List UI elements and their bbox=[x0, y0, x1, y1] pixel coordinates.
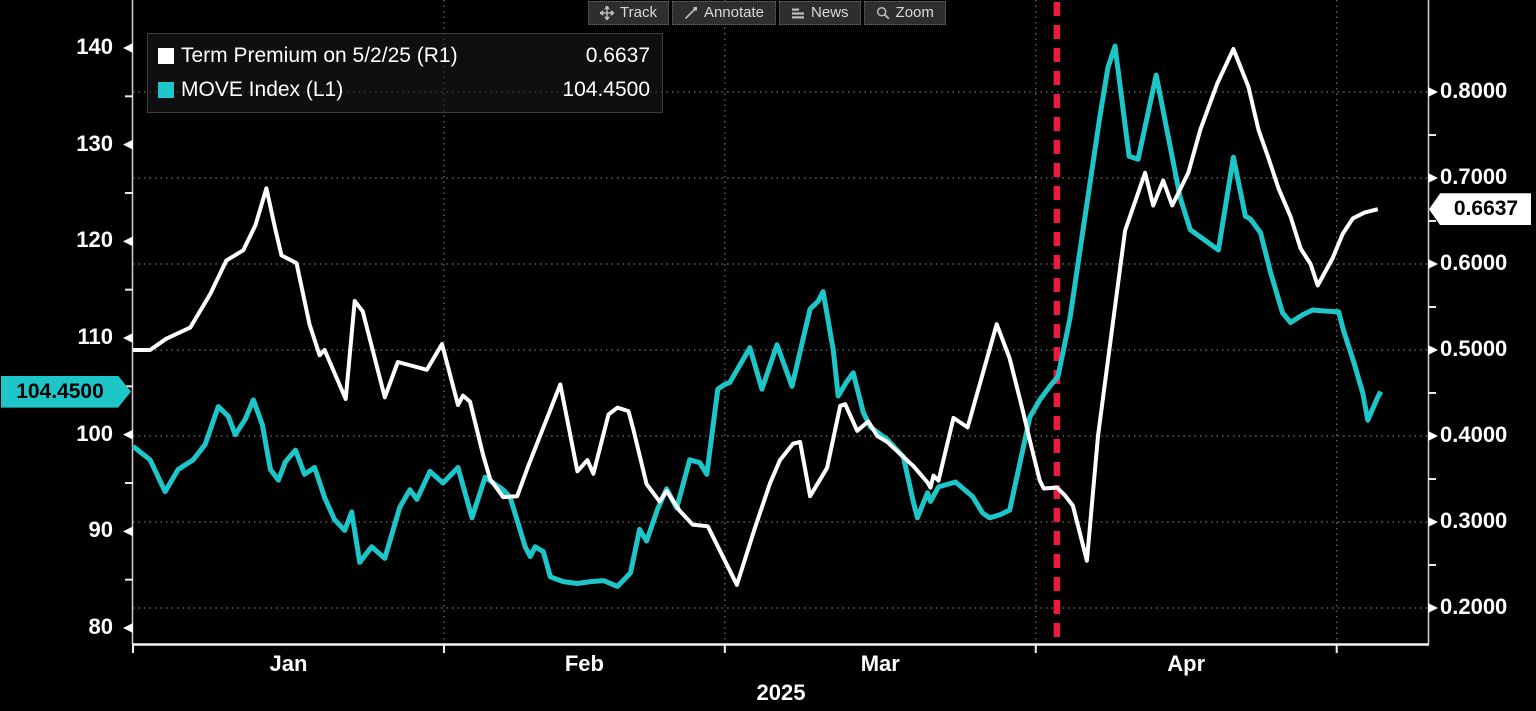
right-axis-tick-label: 0.5000 bbox=[1440, 336, 1508, 361]
move-index-swatch bbox=[158, 82, 174, 98]
right-axis-tick-label: 0.4000 bbox=[1440, 422, 1508, 447]
zoom-button-label: Zoom bbox=[895, 4, 934, 21]
left-axis-tick-label: 90 bbox=[88, 517, 113, 543]
chart-legend: Term Premium on 5/2/25 (R1) 0.6637 MOVE … bbox=[147, 33, 663, 113]
track-button[interactable]: Track bbox=[588, 1, 669, 25]
legend-item-move-index[interactable]: MOVE Index (L1) 104.4500 bbox=[158, 78, 650, 102]
right-axis-major-tick bbox=[1428, 431, 1438, 441]
move-index-value: 104.4500 bbox=[562, 78, 650, 101]
news-icon bbox=[791, 7, 805, 20]
x-axis-month-label: Apr bbox=[1167, 651, 1206, 676]
zoom-button[interactable]: Zoom bbox=[863, 1, 946, 25]
move-index-label: MOVE Index (L1) bbox=[181, 78, 344, 101]
legend-item-term-premium[interactable]: Term Premium on 5/2/25 (R1) 0.6637 bbox=[158, 44, 650, 68]
move-index-line bbox=[131, 43, 1384, 589]
right-axis-major-tick bbox=[1428, 259, 1438, 269]
left-axis-major-tick bbox=[123, 526, 133, 537]
right-axis-major-tick bbox=[1428, 517, 1438, 527]
left-axis-major-tick bbox=[123, 623, 133, 633]
x-axis-year-label: 2025 bbox=[756, 680, 806, 705]
left-axis-tick-label: 100 bbox=[76, 420, 113, 446]
left-axis-tick-label: 110 bbox=[77, 324, 114, 349]
right-axis-major-tick bbox=[1428, 173, 1438, 183]
move-last-value-badge: 104.4500 bbox=[1, 375, 131, 408]
zoom-icon bbox=[876, 6, 890, 20]
left-axis-major-tick bbox=[123, 43, 133, 53]
left-axis-tick-label: 120 bbox=[76, 227, 113, 253]
left-axis-tick-label: 140 bbox=[76, 34, 113, 59]
left-axis-major-tick bbox=[123, 333, 133, 343]
news-button-label: News bbox=[811, 4, 849, 21]
x-axis-month-label: Feb bbox=[564, 651, 604, 676]
news-button[interactable]: News bbox=[779, 1, 861, 25]
x-axis-month-label: Jan bbox=[269, 651, 308, 676]
term-premium-value: 0.6637 bbox=[585, 44, 650, 67]
right-axis-tick-label: 0.7000 bbox=[1440, 164, 1508, 189]
term-premium-last-value-badge: 0.6637 bbox=[1429, 193, 1531, 226]
annotate-button-label: Annotate bbox=[703, 4, 765, 21]
left-axis-major-tick bbox=[123, 429, 133, 440]
term-premium-label: Term Premium on 5/2/25 (R1) bbox=[181, 44, 458, 67]
right-axis-major-tick bbox=[1428, 87, 1438, 97]
right-axis-tick-label: 0.8000 bbox=[1440, 78, 1508, 103]
annotate-icon bbox=[684, 6, 698, 20]
left-axis-tick-label: 80 bbox=[88, 614, 113, 639]
annotate-button[interactable]: Annotate bbox=[671, 1, 777, 25]
left-axis-major-tick bbox=[123, 139, 133, 150]
term-premium-swatch bbox=[158, 48, 174, 64]
track-icon bbox=[600, 6, 614, 20]
x-axis-month-label: Mar bbox=[860, 651, 900, 676]
left-axis-major-tick bbox=[123, 236, 133, 247]
term-premium-line bbox=[133, 47, 1379, 587]
left-axis-tick-label: 130 bbox=[76, 130, 113, 156]
right-axis-tick-label: 0.6000 bbox=[1440, 250, 1508, 275]
track-button-label: Track bbox=[620, 4, 657, 21]
right-axis-major-tick bbox=[1428, 603, 1438, 613]
chart-toolbar: Track Annotate News Zoom bbox=[588, 1, 946, 25]
right-axis-tick-label: 0.3000 bbox=[1440, 508, 1508, 533]
right-axis-tick-label: 0.2000 bbox=[1440, 594, 1508, 619]
right-axis-major-tick bbox=[1428, 345, 1438, 355]
